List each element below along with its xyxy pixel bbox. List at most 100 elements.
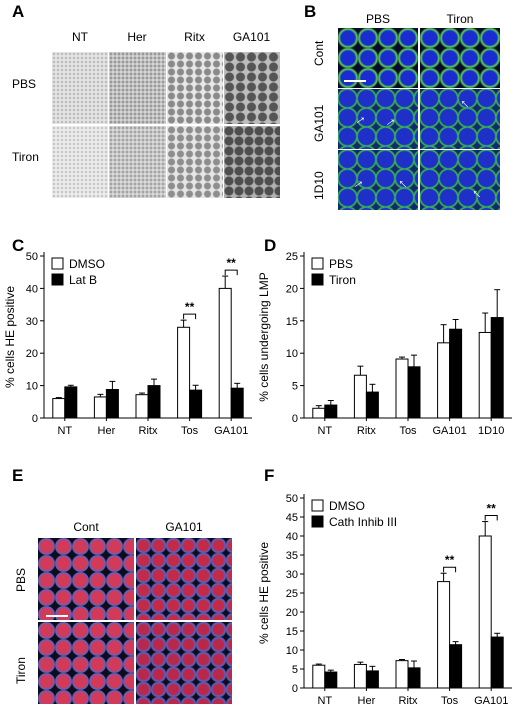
legend-label: Tiron	[329, 273, 356, 287]
y-tick-label: 30	[286, 569, 298, 581]
x-tick-label: Tos	[441, 695, 459, 707]
bar	[395, 358, 409, 419]
bar	[135, 394, 149, 419]
x-tick-label: Tos	[399, 425, 417, 437]
y-tick-label: 40	[26, 283, 38, 295]
panel-e-row-label-tiron: Tiron	[14, 657, 28, 684]
legend-label: DMSO	[329, 499, 365, 513]
bar	[312, 664, 326, 689]
bar	[365, 670, 379, 689]
fluorescence-image-tiron-1d10	[420, 150, 500, 210]
y-tick-label: 45	[286, 512, 298, 524]
x-tick-label: Ritx	[399, 695, 418, 707]
scale-bar	[344, 80, 366, 82]
bar	[353, 374, 367, 419]
microscopy-image-pbs-her	[109, 52, 166, 124]
y-tick-label: 10	[286, 348, 298, 360]
y-tick-label: 20	[286, 283, 298, 295]
x-tick-label: Her	[358, 695, 376, 707]
y-tick-label: 0	[32, 413, 38, 425]
microscopy-image-pbs-ritx	[167, 52, 223, 124]
panel-b-row-label-ga101: GA101	[312, 104, 326, 142]
bar	[353, 663, 367, 689]
bar	[52, 398, 66, 419]
panel-e-col-label-ga101: GA101	[165, 520, 203, 534]
microscopy-image-tiron-ga101	[224, 126, 280, 198]
panel-b-row-label-cont: Cont	[312, 40, 326, 66]
significance-marker: **	[445, 553, 455, 567]
x-tick-label: Ritx	[139, 425, 158, 437]
scale-bar	[46, 615, 68, 617]
y-tick-label: 20	[26, 348, 38, 360]
bar	[147, 385, 161, 419]
panel-a-col-label-her: Her	[127, 30, 147, 44]
panel-b-image-grid: → → → → → →	[338, 28, 500, 210]
significance-bracket	[183, 313, 197, 320]
panel-b-col-label-pbs: PBS	[365, 12, 390, 26]
panel-label-d: D	[264, 236, 277, 255]
panel-a-col-label-ga101: GA101	[232, 30, 271, 44]
microscopy-image-tiron-ritx	[167, 126, 223, 198]
panel-e-image-grid	[38, 538, 232, 704]
y-tick-label: 25	[286, 588, 298, 600]
y-tick-label: 50	[26, 251, 38, 263]
panel-a-col-label-nt: NT	[72, 30, 88, 44]
legend-swatch	[311, 515, 324, 528]
legend-label: Cath Inhib III	[329, 515, 397, 529]
bar	[395, 660, 409, 689]
panel-e-col-label-cont: Cont	[73, 520, 99, 534]
y-tick-label: 40	[286, 531, 298, 543]
fluorescence-image-pbs-1d10	[338, 150, 418, 210]
significance-marker: **	[487, 502, 497, 516]
panel-b-col-label-tiron: Tiron	[446, 12, 474, 26]
chart-d: 0 5 10 15 20 25 % cells undergoing LMP NT Ritx To…	[257, 251, 512, 437]
fluorescence-image-pbs-ga101	[136, 538, 232, 620]
legend-label: Lat B	[69, 273, 97, 287]
panel-a-col-label-ritx: Ritx	[184, 30, 205, 44]
bar	[324, 404, 338, 419]
x-tick-label: NT	[317, 425, 332, 437]
panel-a-image-grid	[52, 52, 280, 198]
bar	[437, 342, 451, 419]
bar	[449, 644, 463, 689]
legend-swatch	[51, 273, 64, 286]
y-tick-label: 10	[286, 645, 298, 657]
bar	[189, 389, 203, 419]
legend-swatch	[311, 273, 324, 286]
bar	[230, 387, 244, 419]
y-tick-label: 50	[286, 493, 298, 505]
fluorescence-image-pbs-ga101	[338, 89, 418, 149]
y-tick-label: 0	[292, 413, 298, 425]
bar	[105, 388, 119, 419]
y-tick-label: 15	[286, 626, 298, 638]
y-tick-label: 5	[292, 381, 298, 393]
fluorescence-image-tiron-cont	[420, 28, 500, 88]
y-axis-label: % cells HE positive	[257, 542, 271, 644]
significance-bracket	[484, 515, 498, 521]
x-tick-label: NT	[317, 695, 332, 707]
bar	[93, 396, 107, 419]
panel-label-f: F	[264, 466, 275, 485]
y-axis-label: % cells undergoing LMP	[257, 272, 271, 401]
bar	[312, 407, 326, 419]
panel-a-row-label-tiron: Tiron	[12, 150, 39, 164]
fluorescence-image-tiron-ga101	[420, 89, 500, 149]
y-tick-label: 30	[26, 316, 38, 328]
bar	[478, 535, 492, 689]
bar	[490, 317, 504, 419]
panel-label-a: A	[12, 2, 25, 21]
panel-label-c: C	[12, 236, 25, 255]
bar	[407, 667, 421, 689]
bar	[365, 391, 379, 419]
y-tick-label: 25	[286, 251, 298, 263]
bar	[218, 287, 232, 419]
x-tick-label: 1D10	[478, 425, 504, 437]
y-tick-label: 15	[286, 316, 298, 328]
bar	[324, 671, 338, 689]
bar	[437, 581, 451, 689]
microscopy-image-tiron-her	[109, 126, 166, 198]
y-tick-label: 10	[26, 381, 38, 393]
fluorescence-image-pbs-cont	[38, 538, 134, 620]
y-tick-label: 35	[286, 550, 298, 562]
fluorescence-image-tiron-ga101	[136, 622, 232, 704]
